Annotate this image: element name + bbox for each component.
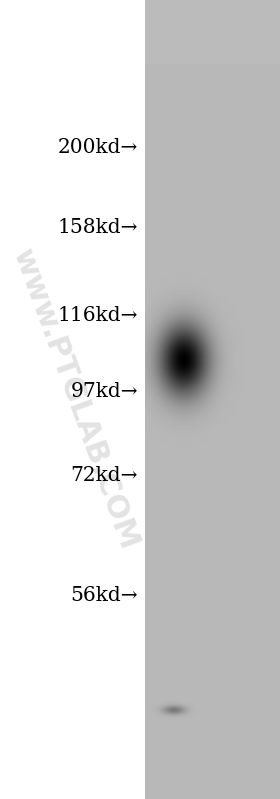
Bar [145,109,280,113]
Bar [145,0,280,799]
Bar [145,80,280,85]
Text: 56kd→: 56kd→ [70,586,138,605]
Bar [145,89,280,94]
Bar [145,94,280,99]
Text: 158kd→: 158kd→ [57,218,138,237]
Bar [145,85,280,89]
Bar [0,0,145,799]
Bar [145,0,280,104]
Bar [145,113,280,118]
Bar [145,0,280,64]
Text: 116kd→: 116kd→ [57,306,138,325]
Text: 200kd→: 200kd→ [58,138,138,157]
Text: www.PTGLAB.COM: www.PTGLAB.COM [8,245,144,554]
Text: 72kd→: 72kd→ [71,466,138,485]
Bar [145,99,280,104]
Text: 97kd→: 97kd→ [70,382,138,401]
Bar [145,104,280,109]
